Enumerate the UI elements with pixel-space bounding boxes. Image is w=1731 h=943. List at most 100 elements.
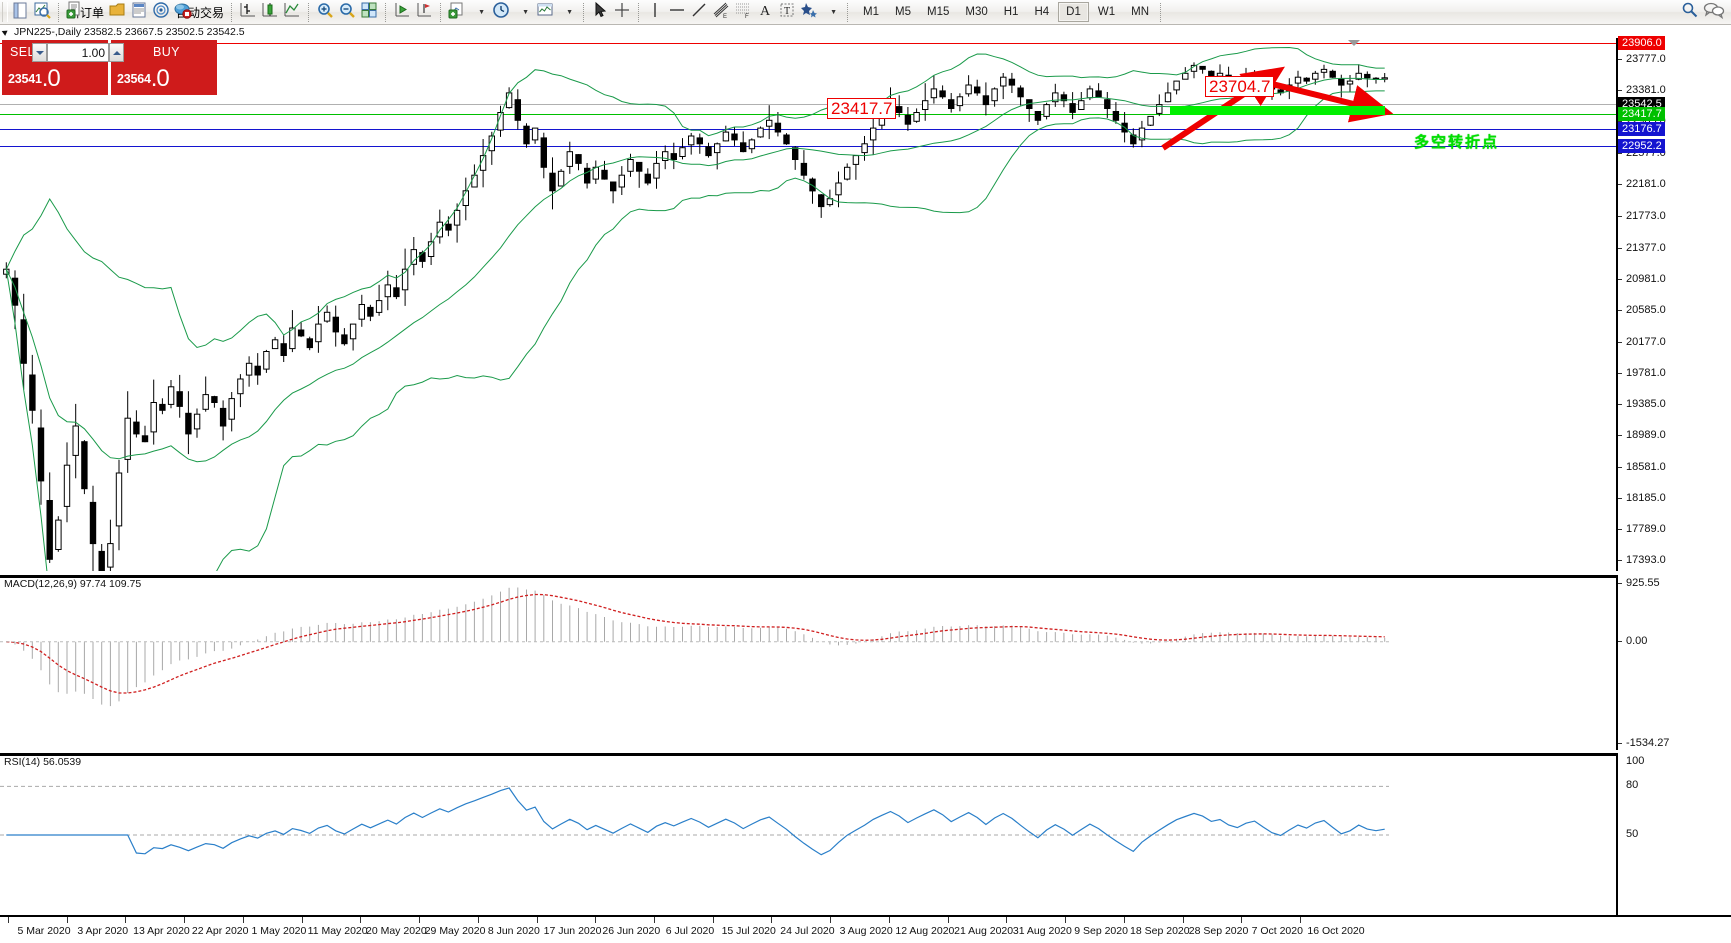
zoom-out-icon[interactable]	[338, 1, 360, 23]
zoom-in-icon[interactable]	[316, 1, 338, 23]
text-icon[interactable]: A	[756, 1, 778, 23]
date-tick-label: 1 May 2020	[251, 925, 307, 937]
sell-price-main: 23541	[8, 72, 42, 86]
line-chart-icon[interactable]	[283, 1, 305, 23]
autotrading-button[interactable]: 自动交易	[174, 1, 228, 23]
annotation-chinese-note[interactable]: 多空转折点	[1414, 134, 1500, 151]
timeframe-m30[interactable]: M30	[965, 6, 988, 18]
search-icon[interactable]	[1681, 1, 1703, 23]
timeframe-d1[interactable]: D1	[1058, 2, 1089, 22]
auto-scroll-icon[interactable]	[393, 1, 415, 23]
macd-axis-tick	[1618, 583, 1622, 584]
date-tick-label: 16 Oct 2020	[1307, 925, 1365, 937]
date-tick-label: 11 May 2020	[307, 925, 368, 937]
date-tick	[360, 917, 362, 923]
chart-profile-icon[interactable]	[33, 1, 55, 23]
bar-chart-icon[interactable]	[239, 1, 261, 23]
toolbar-separator-3	[308, 2, 313, 22]
ask-price-line	[0, 43, 1617, 44]
annotation-price-right[interactable]: 23704.7	[1205, 76, 1275, 97]
axis-tick	[1618, 372, 1622, 374]
timeframe-w1[interactable]: W1	[1097, 6, 1116, 18]
volume-increase-button[interactable]	[109, 43, 124, 62]
main-chart-pane[interactable]: 23417.7 23704.7 多空转折点	[0, 38, 1731, 571]
price-axis-macd[interactable]: 925.55 0.00 -1534.27	[1617, 575, 1731, 750]
horizontal-line-icon[interactable]	[668, 1, 690, 23]
date-tick	[242, 917, 244, 923]
candlestick-chart-icon[interactable]	[261, 1, 283, 23]
axis-tick	[1618, 434, 1622, 436]
date-tick-label: 22 Apr 2020	[191, 925, 249, 937]
timeframe-m5[interactable]: M5	[895, 6, 911, 18]
vertical-line-icon[interactable]	[646, 1, 668, 23]
buy-price-frac: .0	[150, 65, 170, 92]
fibonacci-retracement-icon[interactable]: F	[734, 1, 756, 23]
price-axis-main[interactable]: 23777.023381.022985.022577.022181.021773…	[1617, 36, 1731, 571]
timeframe-m15[interactable]: M15	[927, 6, 950, 18]
trendline-icon[interactable]	[690, 1, 712, 23]
date-tick	[1123, 917, 1125, 923]
crosshair-icon[interactable]	[613, 1, 635, 23]
date-tick	[947, 917, 949, 923]
macd-axis-label: 925.55	[1626, 577, 1660, 589]
buy-price: 23564.0	[117, 65, 170, 93]
price-tag-support-line[interactable]: 23417.7	[1618, 107, 1665, 121]
period-clock-icon[interactable]	[492, 1, 514, 23]
price-axis-rsi[interactable]: 100 80 50	[1617, 753, 1731, 915]
price-tag-blue-line-2[interactable]: 22952.2	[1618, 139, 1665, 153]
terminal-icon[interactable]	[130, 1, 152, 23]
date-axis[interactable]: 5 Mar 2020 3 Apr 2020 13 Apr 2020 22 Apr 20…	[0, 915, 1731, 943]
shapes-icon[interactable]	[800, 1, 822, 23]
buy-label: BUY	[153, 45, 180, 59]
market-watch-icon[interactable]	[152, 1, 174, 23]
text-label-icon[interactable]: T	[778, 1, 800, 23]
price-tag-ask-line[interactable]: 23906.0	[1618, 36, 1665, 50]
shapes-dropdown-caret[interactable]: ▼	[830, 8, 837, 16]
community-chat-icon[interactable]	[1703, 1, 1725, 23]
macd-pane[interactable]: MACD(12,26,9) 97.74 109.75	[0, 575, 1731, 750]
date-tick-label: 13 Apr 2020	[133, 925, 190, 937]
timeframe-h1[interactable]: H1	[1003, 6, 1019, 18]
volume-decrease-button[interactable]	[32, 43, 47, 62]
toolbar-separator-2	[231, 2, 236, 22]
date-tick-label: 26 Jun 2020	[602, 925, 661, 937]
timeframe-m1[interactable]: M1	[863, 6, 880, 18]
new-chart-icon[interactable]	[11, 1, 33, 23]
chart-shift-icon[interactable]	[415, 1, 437, 23]
price-tag-blue-line-1[interactable]: 23176.7	[1618, 122, 1665, 136]
svg-text:A: A	[760, 4, 771, 19]
price-chart-canvas	[3, 46, 1388, 571]
annotation-price-left[interactable]: 23417.7	[827, 98, 897, 119]
toolbar-separator	[58, 2, 63, 22]
date-tick-label: 6 Jul 2020	[665, 925, 715, 937]
toolbar-separator-5	[440, 2, 445, 22]
axis-tick	[1618, 559, 1622, 561]
cursor-arrow-icon[interactable]	[591, 1, 613, 23]
buy-button[interactable]: BUY 23564.0	[111, 40, 217, 95]
templates-icon[interactable]	[536, 1, 558, 23]
add-indicator-icon[interactable]	[448, 1, 470, 23]
date-tick-label: 8 Jun 2020	[487, 925, 540, 937]
volume-input[interactable]: 1.00	[47, 43, 109, 62]
toolbar-grip[interactable]	[2, 2, 8, 22]
one-click-trading-panel[interactable]: SELL 23541.0 BUY 23564.0 1.00	[2, 40, 217, 95]
timeframe-h4[interactable]: H4	[1034, 6, 1050, 18]
period-dropdown-caret[interactable]: ▼	[522, 8, 529, 16]
date-tick-label: 21 Aug 2020	[954, 925, 1014, 937]
equidistant-channel-icon[interactable]: E	[712, 1, 734, 23]
date-tick	[419, 917, 421, 923]
timeframe-mn[interactable]: MN	[1131, 6, 1149, 18]
support-line-green	[0, 114, 1617, 115]
chart-pointer-icon	[1, 27, 10, 36]
axis-tick	[1618, 528, 1622, 530]
date-tick	[1300, 917, 1301, 923]
new-order-button[interactable]: 新订单	[66, 1, 108, 23]
tile-windows-icon[interactable]	[360, 1, 382, 23]
rsi-pane[interactable]: RSI(14) 56.0539	[0, 753, 1731, 915]
axis-tick	[1618, 403, 1622, 405]
templates-dropdown-caret[interactable]: ▼	[566, 8, 573, 16]
add-indicator-dropdown-caret[interactable]: ▼	[478, 8, 485, 16]
metaeditor-icon[interactable]	[108, 1, 130, 23]
chart-scroll-caret[interactable]	[1348, 40, 1360, 46]
date-tick	[830, 917, 832, 923]
